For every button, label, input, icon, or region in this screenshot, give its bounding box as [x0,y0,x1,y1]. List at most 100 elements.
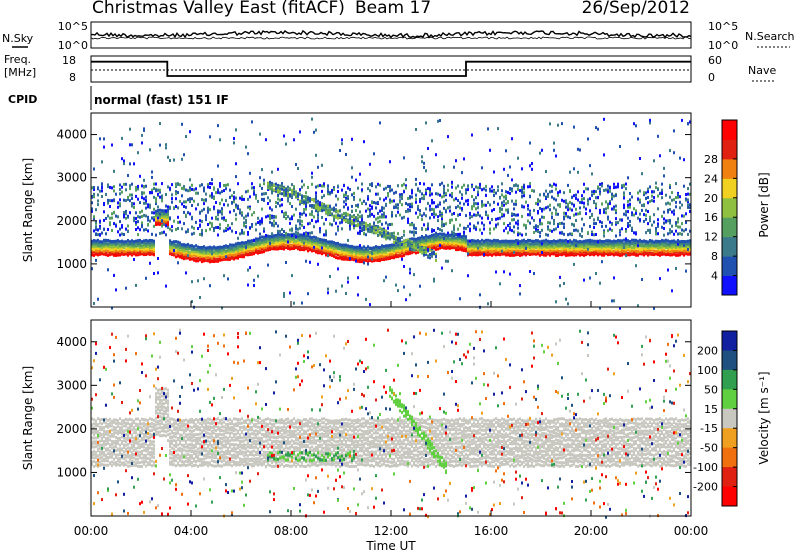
power-cell [383,244,385,248]
power-cell [191,204,193,207]
power-cell [123,246,125,250]
power-cell [95,232,97,236]
power-cell [335,244,337,248]
power-cell [645,213,647,217]
power-cell [339,247,341,250]
power-cell [617,240,619,244]
power-cell [175,240,177,244]
power-cell [97,187,99,191]
power-cell [309,235,311,239]
power-cell [311,171,313,175]
power-cell [375,226,377,230]
power-cell [251,186,253,190]
power-cell [413,233,415,237]
power-cell [425,246,427,250]
power-cell [579,200,581,204]
power-cell [339,243,341,247]
power-cell [437,215,439,219]
power-cell [177,261,179,265]
power-cell [221,207,223,211]
power-cell [657,187,659,191]
power-cell [477,211,479,215]
power-cell [493,247,495,250]
power-cell [551,184,553,188]
power-cell [487,241,489,245]
power-cell [113,189,115,193]
power-cell [507,208,509,212]
power-cell [253,192,255,196]
power-cell [611,243,613,247]
power-cell [463,157,465,161]
power-cell [591,250,593,254]
power-cell [299,215,301,219]
power-cell [541,242,543,246]
power-cell [575,219,577,222]
power-cell [179,252,181,255]
power-cell [153,241,155,245]
power-cell [259,232,261,236]
power-cell [493,227,495,231]
power-cell [565,212,567,215]
power-cell [125,216,127,220]
power-cell [301,219,303,223]
power-cell [531,216,533,220]
power-cell [295,207,297,211]
power-cell [397,289,399,293]
power-cell [367,197,369,201]
power-cell [303,232,305,236]
power-cell [607,184,609,188]
power-cell [555,208,557,212]
power-cell [465,188,467,192]
power-cell [605,249,607,253]
power-cell [463,243,465,247]
power-cell [317,240,319,244]
power-cell [365,297,367,301]
power-cell [347,252,349,256]
power-cell [353,191,355,195]
power-cell [313,130,315,134]
power-cell [659,245,661,249]
power-cell [557,222,559,226]
power-cell [619,239,621,243]
power-cell [593,222,595,226]
power-cell [217,249,219,253]
power-cell [559,250,561,253]
power-cell [175,192,177,196]
power-cell [567,208,569,212]
power-cell [629,205,631,209]
power-cell [375,256,377,259]
power-cell [295,195,297,199]
power-cell [237,182,239,186]
power-cell [565,297,567,301]
power-cell [395,235,397,239]
power-cell [523,252,525,256]
power-cell [457,237,459,241]
power-cell [177,227,179,230]
power-cell [341,257,343,261]
power-cell [245,225,247,229]
power-cell [353,195,355,199]
power-cell [473,241,475,245]
power-cell [311,213,313,217]
power-cell [195,259,197,263]
power-cell [477,221,479,225]
power-cell [259,241,261,245]
power-cell [289,243,291,247]
power-cell [547,225,549,229]
power-cell [447,235,449,239]
power-cell [105,246,107,250]
power-cell [275,189,277,193]
power-cell [285,188,287,192]
power-cell [113,247,115,251]
power-cell [133,250,135,254]
power-cell [449,218,451,222]
power-cell [665,250,667,254]
power-cell [575,196,577,200]
power-cell [423,197,425,201]
power-cell [617,183,619,187]
power-cell [365,246,367,250]
power-cell [127,243,129,247]
power-cell [465,239,467,243]
power-cell [609,200,611,204]
power-cell [391,222,393,226]
